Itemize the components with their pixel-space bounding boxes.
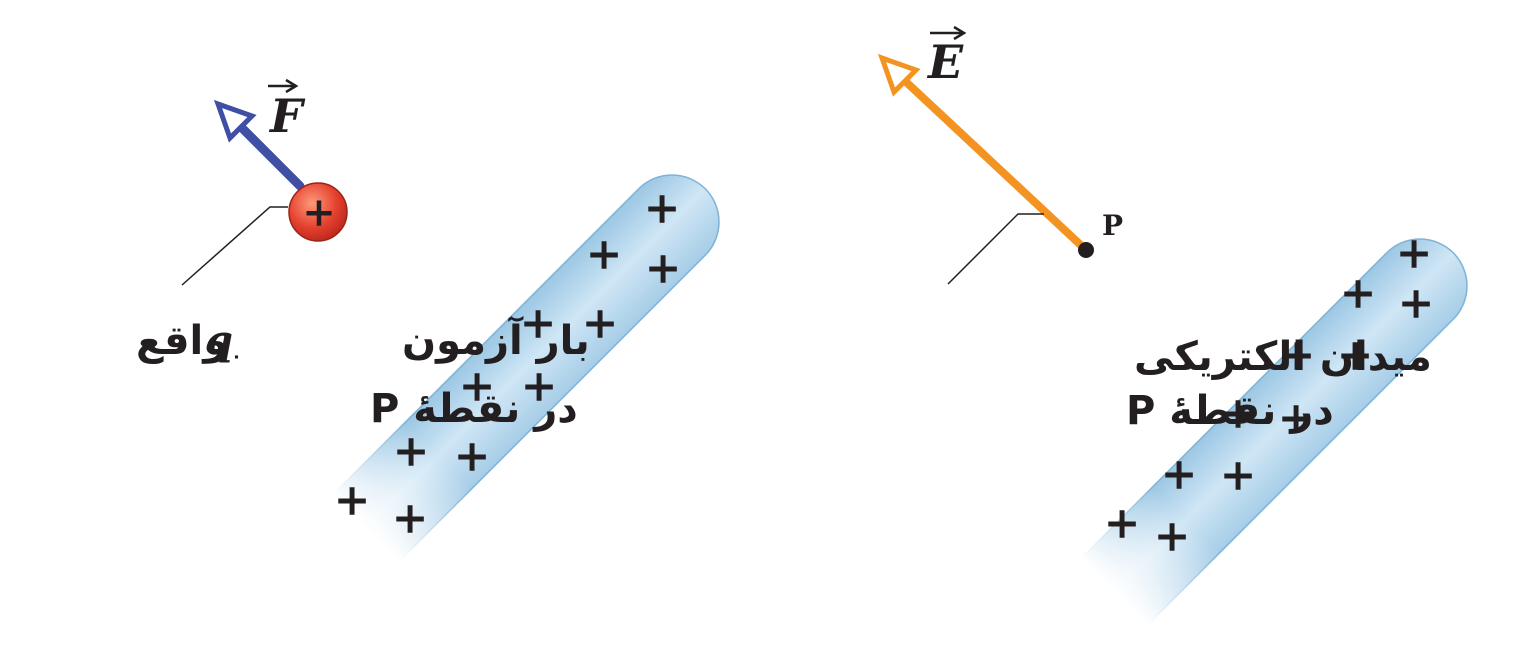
left-rod-charge: + (582, 298, 619, 349)
left-rod-charge: + (644, 183, 681, 234)
left-rod-charge: + (392, 493, 429, 544)
left-rod-charge: + (520, 298, 557, 349)
right-rod-charge: + (1161, 449, 1198, 500)
test-charge-sign: + (302, 189, 336, 236)
test-charge: + (288, 182, 348, 242)
force-label: F (268, 89, 306, 143)
test-charge-label-suffix: واقع (136, 318, 228, 364)
left-rod-charge: + (459, 361, 496, 412)
electric-field-label-text: میدان الکتریکی در نقطهٔ P (1126, 334, 1432, 434)
electric-field-vector-label: E (926, 25, 967, 89)
left-rod-charge: + (454, 431, 491, 482)
right-rod-charge: + (1337, 330, 1374, 381)
left-rod-charge: + (521, 361, 558, 412)
right-rod-charge: + (1154, 511, 1191, 562)
left-leader-line (181, 206, 288, 286)
left-rod-charge: + (586, 229, 623, 280)
point-p: P (1078, 209, 1123, 258)
right-rod-charge: + (1396, 228, 1433, 279)
right-rod (1080, 238, 1468, 626)
left-rod-charge: + (645, 243, 682, 294)
test-charge-label-prefix: بار آزمون (402, 315, 590, 364)
electric-field-arrow (877, 53, 1090, 254)
electric-field-label-line1: میدان الکتریکی (1134, 334, 1432, 380)
right-leader-line (947, 213, 1044, 285)
left-rod-charge: + (334, 475, 371, 526)
right-rod-charge: + (1104, 498, 1141, 549)
electric-field-label: E (926, 35, 964, 89)
left-rod-charges: + + + + + + + + + + + (334, 183, 682, 544)
test-charge-label: بار آزمون q ۰ واقع در نقطهٔ P (136, 315, 590, 432)
point-p-label: P (1102, 209, 1123, 242)
right-rod-charge: + (1340, 268, 1377, 319)
right-rod-charge: + (1278, 393, 1315, 444)
force-vector-label: F (268, 78, 306, 143)
test-charge-subscript: ۰ (231, 346, 242, 367)
force-arrow (213, 99, 305, 191)
test-charge-variable: q (205, 317, 233, 364)
electric-field-label-line2: در نقطهٔ P (1126, 388, 1334, 434)
right-rod-charge: + (1279, 330, 1316, 381)
left-rod (332, 174, 720, 562)
right-rod-charge: + (1220, 450, 1257, 501)
right-rod-charges: + + + + + + + + + + + (1104, 228, 1435, 562)
test-charge-label-line2: در نقطهٔ P (370, 386, 578, 432)
left-rod-charge: + (393, 426, 430, 477)
right-rod-charge: + (1398, 278, 1435, 329)
right-rod-charge: + (1220, 388, 1257, 439)
